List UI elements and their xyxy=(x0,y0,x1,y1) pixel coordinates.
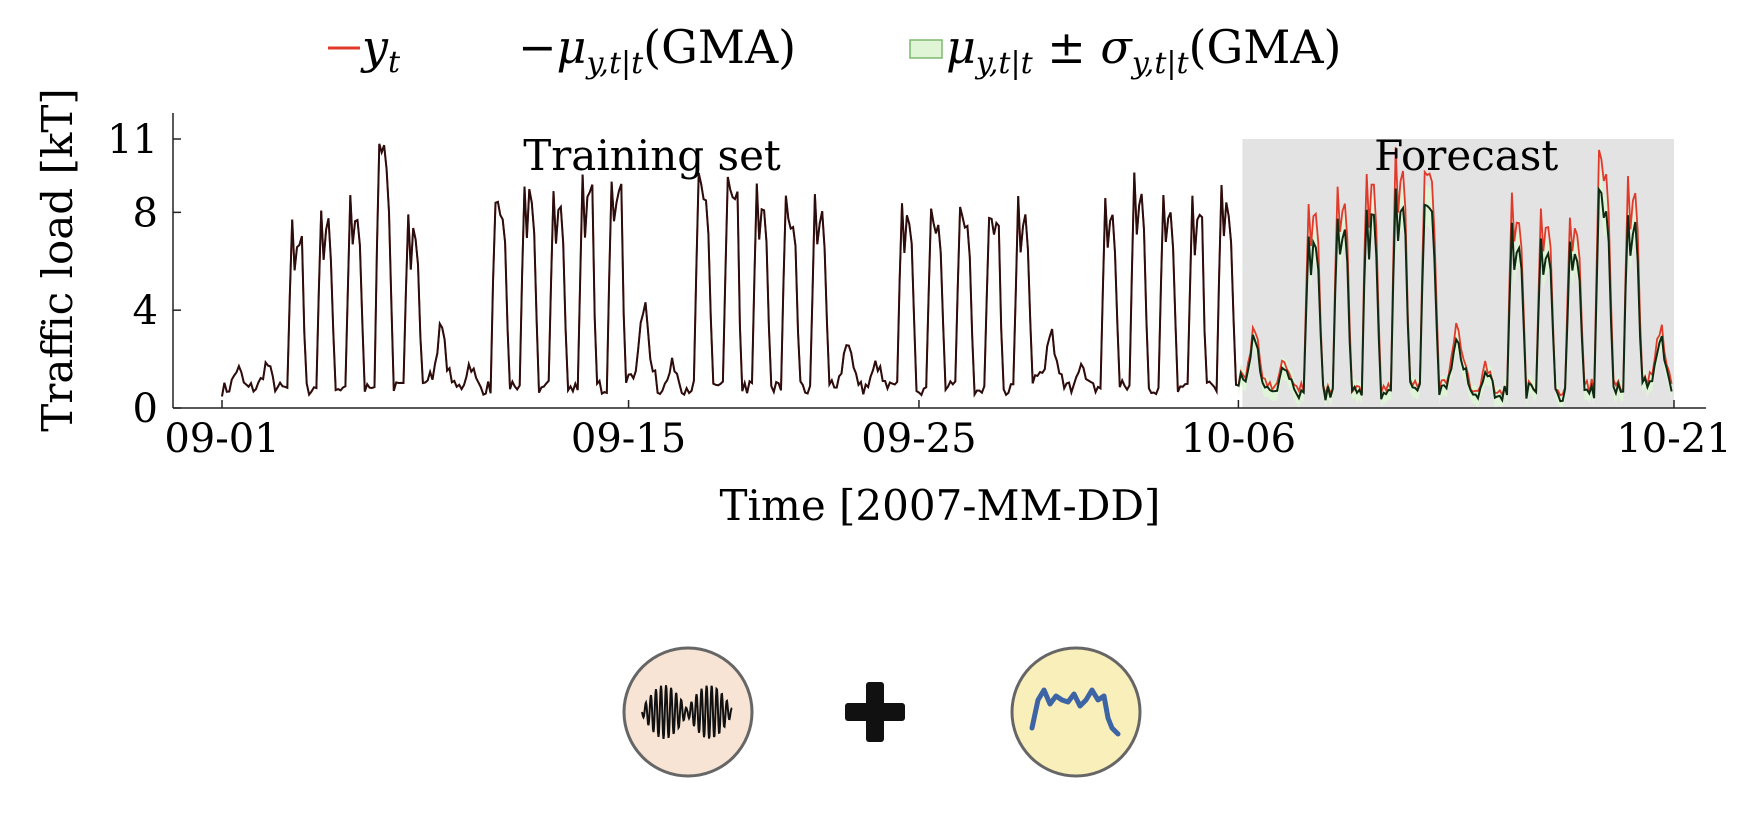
legend-label-mean: −μy,t|t(GMA) xyxy=(518,20,796,81)
region-label-1: Forecast xyxy=(1374,131,1558,180)
region-label-0: Training set xyxy=(523,131,781,180)
legend-entry-band: μy,t|t ± σy,t|t(GMA) xyxy=(909,20,1342,81)
trend-icon-circle xyxy=(1010,646,1142,778)
legend-entry-mean: −μy,t|t(GMA) xyxy=(518,20,796,81)
legend-subscript-band: y,t|t xyxy=(974,46,1034,81)
x-tick-label-4: 10-21 xyxy=(1616,416,1731,462)
waveform-icon-wave xyxy=(641,685,733,740)
series-layer xyxy=(221,143,1673,408)
legend-symbol-band: μ xyxy=(946,20,976,74)
x-tick-label-0: 09-01 xyxy=(164,416,279,462)
plus-icon-horizontal xyxy=(845,703,905,721)
legend-entry-observed: yt xyxy=(328,20,401,80)
legend-mid-band: ± σ xyxy=(1033,20,1134,74)
legend-prefix-mean: − xyxy=(518,20,557,74)
trend-icon-line xyxy=(1029,687,1121,737)
legend-subscript2-band: y,t|t xyxy=(1130,46,1190,81)
y-tick-label-2: 8 xyxy=(133,190,158,236)
legend-symbol-observed: y xyxy=(360,20,389,74)
legend: yt −μy,t|t(GMA) μy,t|t ± σy,t|t(GMA) xyxy=(328,20,1342,81)
waveform-icon xyxy=(622,646,754,778)
legend-suffix-band: (GMA) xyxy=(1189,20,1342,74)
legend-swatch-band xyxy=(909,39,943,59)
y-tick-label-0: 0 xyxy=(133,386,158,432)
legend-symbol-mean: μ xyxy=(557,20,587,74)
x-ticks: 09-01 09-15 09-25 10-06 10-21 xyxy=(164,400,1732,462)
x-tick-label-3: 10-06 xyxy=(1181,416,1296,462)
legend-suffix-mean: (GMA) xyxy=(643,20,796,74)
legend-subscript-observed: t xyxy=(388,45,401,80)
x-tick-label-1: 09-15 xyxy=(571,416,686,462)
trend-icon xyxy=(1010,646,1142,778)
y-tick-label-3: 11 xyxy=(107,117,158,163)
plus-icon xyxy=(845,682,905,742)
series-mean-forecast xyxy=(1237,186,1673,404)
series-mean-train xyxy=(221,143,1239,398)
y-ticks: 0 4 8 11 xyxy=(107,117,181,432)
y-tick-label-1: 4 xyxy=(133,288,158,334)
region-labels: Training set Forecast xyxy=(523,131,1558,180)
legend-subscript-mean: y,t|t xyxy=(584,46,644,81)
legend-label-observed: yt xyxy=(360,20,401,80)
legend-label-band: μy,t|t ± σy,t|t(GMA) xyxy=(946,20,1342,81)
plot-area: 0 4 8 11 09-01 09-15 09-25 10-06 10-21 Training… xyxy=(107,113,1732,462)
x-axis-label: Time [2007-MM-DD] xyxy=(720,481,1161,530)
x-tick-label-2: 09-25 xyxy=(861,416,976,462)
y-axis-label: Traffic load [kT] xyxy=(33,88,82,432)
